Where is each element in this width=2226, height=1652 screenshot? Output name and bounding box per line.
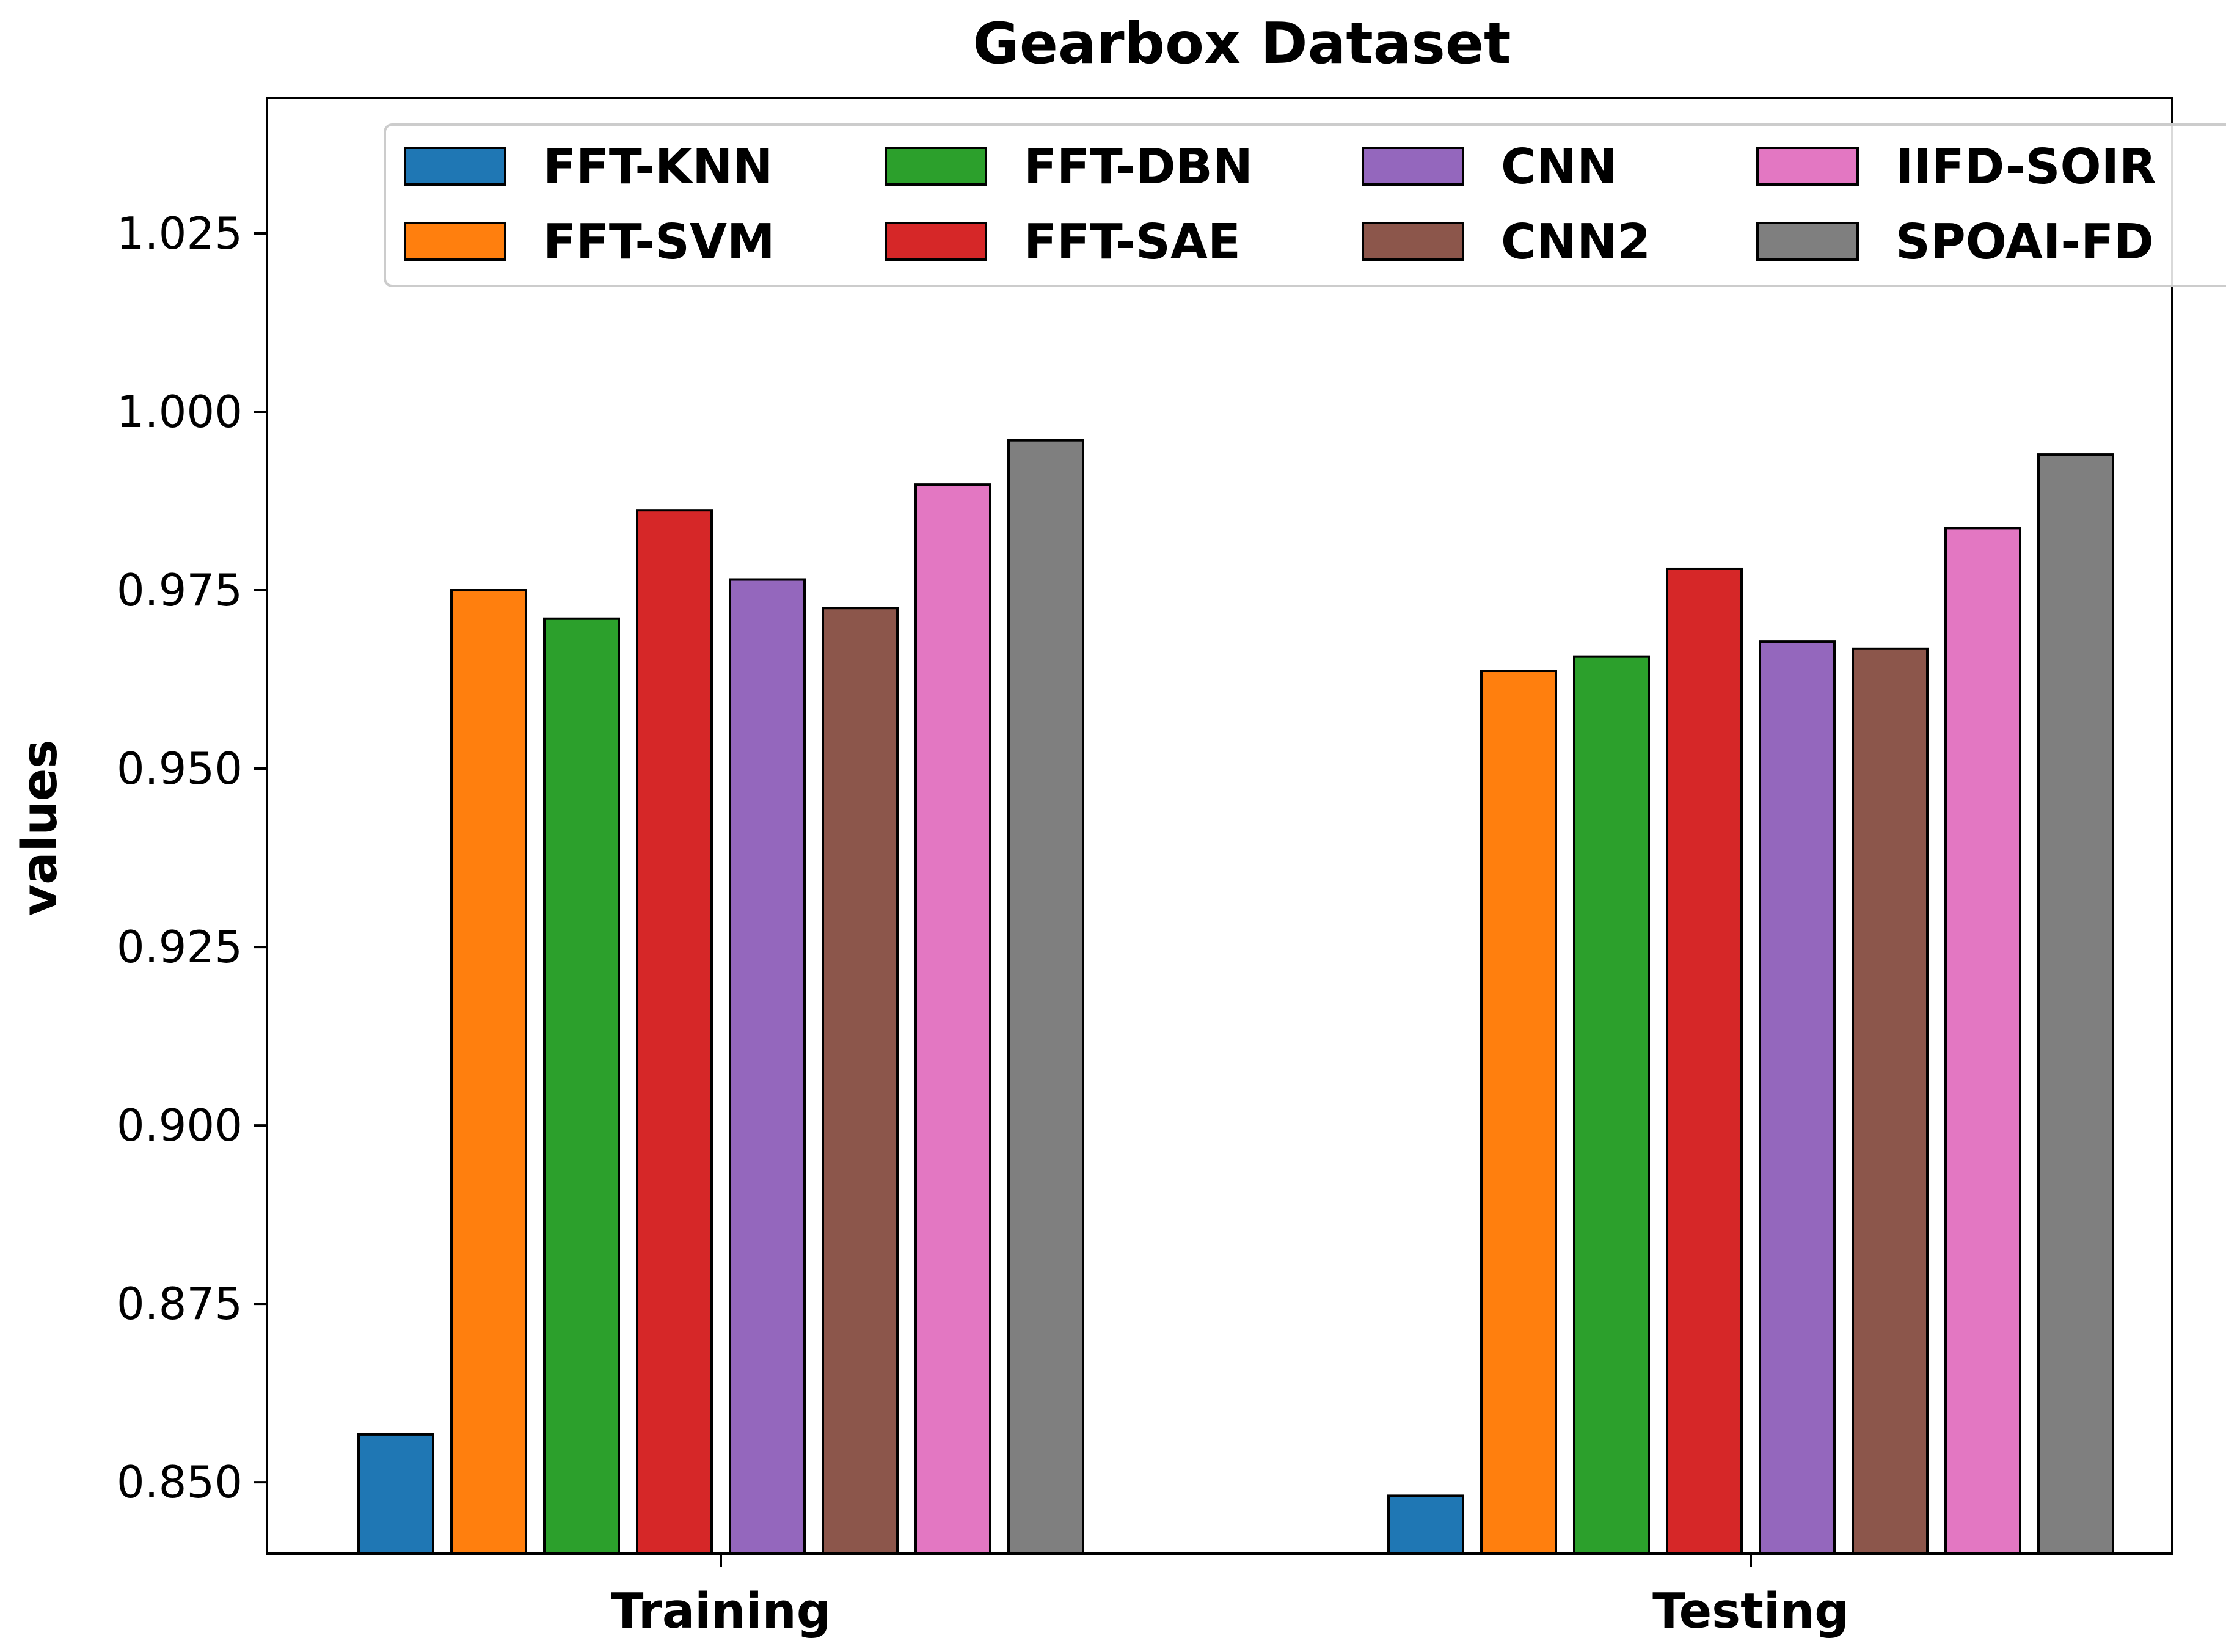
- y-tick-label: 0.900: [117, 1100, 243, 1151]
- legend-label-cnn: CNN: [1501, 139, 1617, 195]
- plot-frame: [266, 97, 2173, 1555]
- legend-swatch-cnn: [1362, 147, 1464, 186]
- x-tick-label-training: Training: [611, 1583, 831, 1639]
- bar-fft-knn-training: [357, 1433, 434, 1555]
- y-tick-label: 1.025: [117, 208, 243, 259]
- bar-fft-sae-testing: [1666, 567, 1743, 1555]
- axes-layer: 0.850 0.875 0.900 0.925 0.950 0.975 1.000 1.025…: [117, 97, 2173, 1639]
- y-tick-label: 0.875: [117, 1278, 243, 1329]
- bar-fft-svm-testing: [1480, 670, 1557, 1555]
- y-tick-label: 0.975: [117, 565, 243, 616]
- y-tick-label: 0.950: [117, 743, 243, 794]
- legend-swatch-fft-sae: [885, 222, 987, 261]
- bars-layer: [357, 439, 2114, 1555]
- y-tick-label: 1.000: [117, 386, 243, 437]
- legend-label-fft-sae: FFT-SAE: [1024, 214, 1241, 270]
- bar-cnn-training: [729, 578, 806, 1555]
- bar-iifd-soir-testing: [1944, 527, 2021, 1555]
- legend-swatch-iifd-soir: [1756, 147, 1859, 186]
- bar-fft-svm-training: [450, 589, 527, 1555]
- legend-swatch-fft-dbn: [885, 147, 987, 186]
- legend-swatch-spoai-fd: [1756, 222, 1859, 261]
- legend-swatch-cnn2: [1362, 222, 1464, 261]
- legend-label-spoai-fd: SPOAI-FD: [1896, 214, 2154, 270]
- legend-label-cnn2: CNN2: [1501, 214, 1651, 270]
- y-axis-label: values: [12, 740, 68, 916]
- legend-label-fft-dbn: FFT-DBN: [1024, 139, 1253, 195]
- bar-iifd-soir-training: [914, 483, 991, 1555]
- bar-fft-sae-training: [636, 509, 713, 1555]
- legend-label-iifd-soir: IIFD-SOIR: [1896, 139, 2156, 195]
- bar-cnn2-testing: [1852, 647, 1929, 1555]
- y-tick-label: 0.850: [117, 1456, 243, 1508]
- legend-swatch-fft-knn: [404, 147, 506, 186]
- bar-spoai-fd-training: [1007, 439, 1084, 1555]
- bar-fft-knn-testing: [1387, 1494, 1464, 1555]
- bar-cnn-testing: [1759, 640, 1836, 1555]
- legend: FFT-KNN FFT-SVM FFT-DBN FFT-SAE CNN CNN2 IIFD-…: [384, 123, 2226, 287]
- bar-cnn2-training: [822, 607, 899, 1555]
- y-tick-label: 0.925: [117, 921, 243, 973]
- bar-fft-dbn-testing: [1573, 655, 1650, 1555]
- legend-swatch-fft-svm: [404, 222, 506, 261]
- bar-spoai-fd-testing: [2037, 453, 2114, 1555]
- bar-fft-dbn-training: [543, 617, 620, 1555]
- chart-title: Gearbox Dataset: [973, 10, 1511, 76]
- legend-label-fft-svm: FFT-SVM: [543, 214, 775, 270]
- x-tick-label-testing: Testing: [1652, 1583, 1849, 1639]
- legend-label-fft-knn: FFT-KNN: [543, 139, 773, 195]
